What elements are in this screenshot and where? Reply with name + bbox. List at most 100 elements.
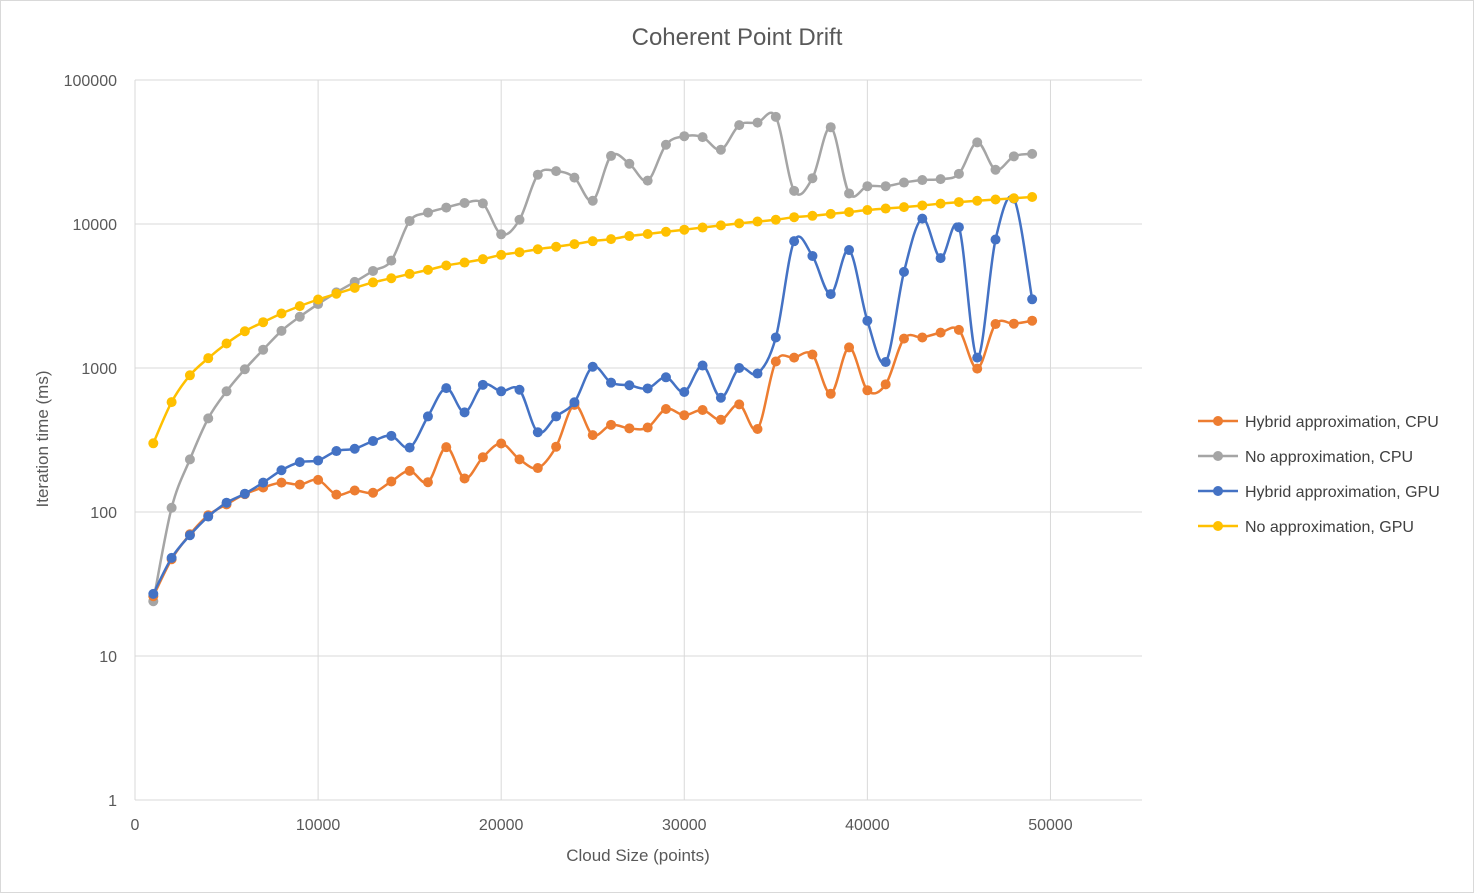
data-point: [770, 332, 781, 343]
data-point: [972, 137, 983, 148]
data-point: [825, 388, 836, 399]
data-point: [898, 177, 909, 188]
data-point: [972, 363, 983, 374]
series-no-approximation-gpu: [148, 191, 1038, 449]
data-point: [642, 229, 653, 240]
gridlines: [134, 79, 1142, 801]
data-point: [459, 473, 470, 484]
data-point: [770, 356, 781, 367]
data-point: [514, 214, 525, 225]
legend-label: No approximation, GPU: [1245, 519, 1414, 536]
data-point: [624, 231, 635, 242]
series-line: [152, 195, 1033, 444]
data-point: [166, 397, 177, 408]
data-point: [331, 288, 342, 299]
data-point: [221, 338, 232, 349]
data-point: [551, 241, 562, 252]
data-point: [825, 122, 836, 133]
data-point: [551, 166, 562, 177]
data-point: [1008, 318, 1019, 329]
data-point: [239, 364, 250, 375]
data-point: [972, 195, 983, 206]
data-point: [972, 352, 983, 363]
data-point: [734, 363, 745, 373]
data-point: [752, 424, 763, 435]
data-point: [715, 144, 726, 155]
data-point: [532, 244, 543, 255]
data-point: [441, 202, 452, 213]
data-point: [441, 260, 452, 271]
data-point: [313, 294, 324, 305]
legend-marker: [1213, 416, 1223, 426]
data-point: [459, 257, 470, 268]
legend-entry: No approximation, CPU: [1198, 449, 1413, 466]
data-point: [496, 386, 507, 397]
y-tick-label: 10: [99, 649, 117, 666]
legend-label: No approximation, CPU: [1245, 449, 1413, 466]
data-point: [789, 212, 800, 223]
data-point: [221, 386, 232, 397]
data-point: [880, 379, 891, 390]
data-point: [953, 324, 964, 335]
data-point: [386, 476, 397, 487]
series-line: [152, 195, 1034, 595]
data-point: [679, 224, 690, 235]
y-tick-label: 100: [90, 505, 117, 522]
data-point: [294, 457, 305, 468]
data-point: [679, 131, 690, 142]
legend-marker: [1213, 451, 1223, 461]
data-point: [715, 392, 726, 403]
data-point: [862, 315, 873, 326]
data-point: [898, 266, 909, 277]
data-point: [990, 194, 1001, 205]
data-point: [844, 207, 855, 218]
data-point: [642, 422, 653, 433]
data-point: [569, 397, 580, 408]
data-point: [569, 172, 580, 183]
data-point: [368, 436, 379, 447]
data-point: [807, 210, 818, 221]
data-point: [514, 247, 525, 258]
data-point: [313, 474, 324, 485]
data-point: [276, 325, 287, 336]
data-point: [404, 268, 415, 279]
data-point: [935, 174, 946, 185]
data-point: [660, 404, 671, 415]
data-point: [496, 229, 507, 240]
data-point: [953, 197, 964, 208]
data-point: [862, 181, 873, 192]
data-point: [606, 150, 617, 161]
data-point: [349, 443, 360, 454]
data-point: [697, 360, 708, 371]
data-point: [496, 438, 507, 449]
y-tick-label: 100000: [64, 73, 117, 90]
data-point: [422, 411, 433, 422]
data-point: [990, 319, 1001, 330]
data-point: [990, 234, 1001, 245]
data-point: [184, 370, 195, 381]
data-point: [807, 349, 818, 360]
data-point: [404, 465, 415, 476]
data-point: [1008, 193, 1019, 204]
data-point: [184, 530, 195, 541]
data-point: [624, 380, 635, 391]
data-point: [935, 253, 946, 264]
x-tick-label: 40000: [845, 817, 890, 834]
data-point: [514, 384, 525, 395]
data-point: [679, 410, 690, 421]
y-axis-label: Iteration time (ms): [33, 371, 52, 508]
data-point: [221, 497, 232, 508]
data-point: [459, 407, 470, 418]
data-point: [624, 423, 635, 434]
data-point: [569, 239, 580, 250]
data-point: [1008, 151, 1019, 162]
data-point: [880, 357, 891, 368]
data-point: [258, 317, 269, 328]
data-point: [770, 214, 781, 225]
data-point: [422, 264, 433, 275]
data-point: [239, 326, 250, 337]
x-tick-label: 10000: [296, 817, 341, 834]
data-point: [331, 446, 342, 457]
data-point: [606, 377, 617, 388]
data-point: [203, 511, 214, 522]
